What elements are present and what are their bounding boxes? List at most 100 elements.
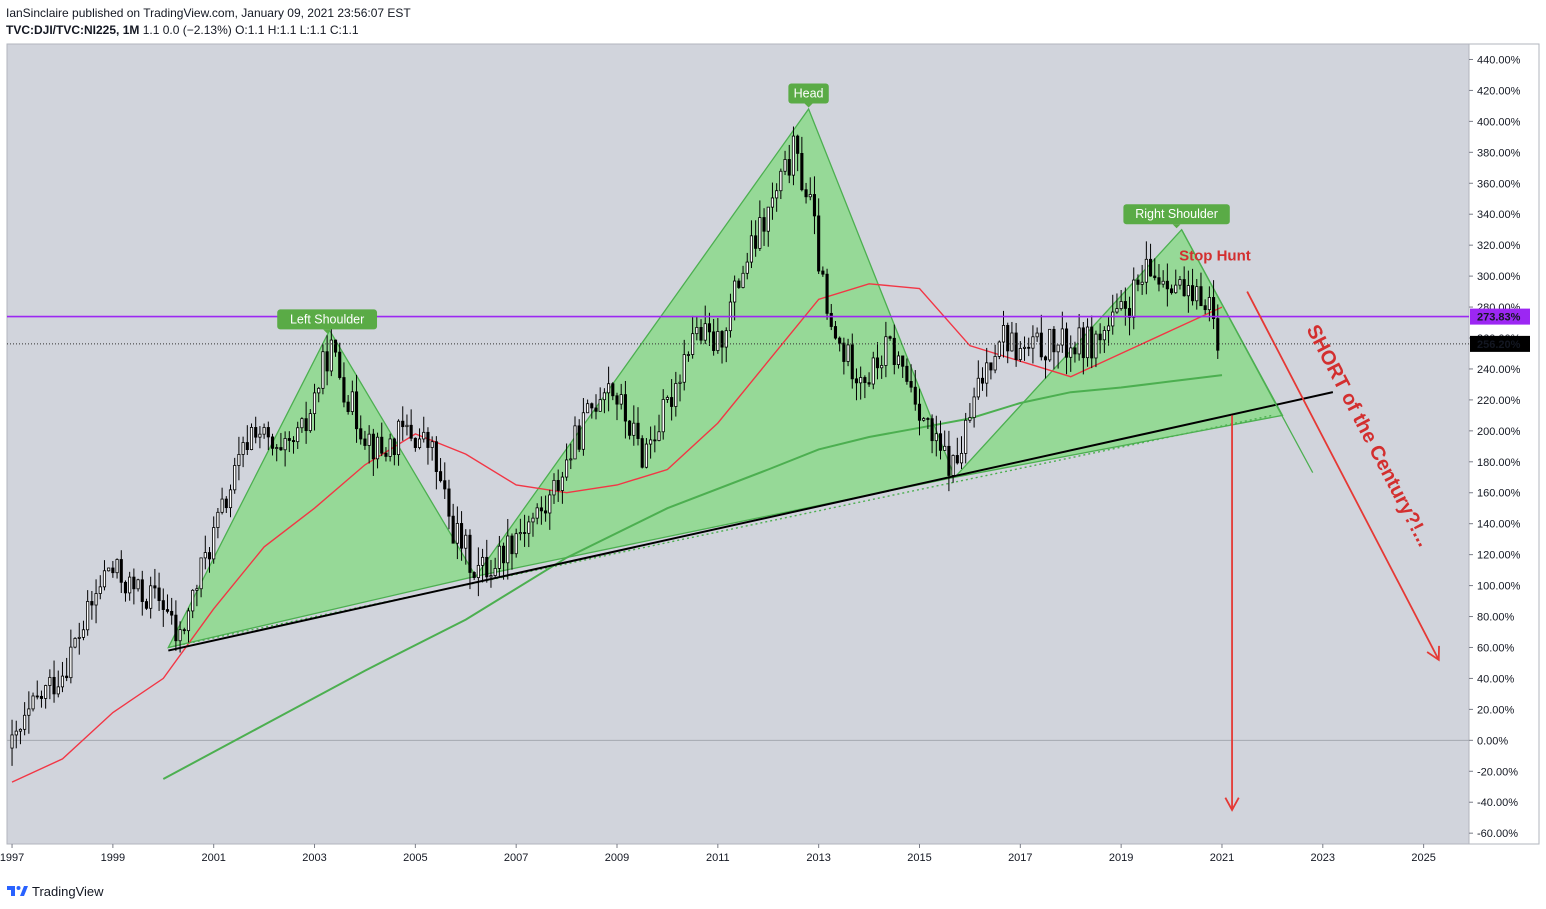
candle[interactable] bbox=[44, 684, 48, 709]
candle[interactable] bbox=[1006, 322, 1010, 364]
candle[interactable] bbox=[964, 412, 968, 464]
candle[interactable] bbox=[60, 661, 65, 693]
candle[interactable] bbox=[115, 558, 119, 579]
projection-line[interactable] bbox=[1181, 229, 1314, 473]
candle[interactable] bbox=[1123, 287, 1127, 326]
candle[interactable] bbox=[1035, 327, 1039, 342]
candle[interactable] bbox=[514, 528, 518, 558]
candle[interactable] bbox=[39, 690, 44, 708]
candle[interactable] bbox=[375, 432, 380, 469]
candle[interactable] bbox=[1048, 328, 1052, 362]
candle[interactable] bbox=[678, 374, 682, 402]
candle[interactable] bbox=[657, 414, 661, 442]
candle[interactable] bbox=[1199, 272, 1203, 307]
candle[interactable] bbox=[132, 568, 136, 605]
candle[interactable] bbox=[254, 416, 258, 444]
candle[interactable] bbox=[628, 420, 632, 440]
candle[interactable] bbox=[934, 415, 938, 457]
candle[interactable] bbox=[275, 444, 279, 462]
candle[interactable] bbox=[128, 571, 132, 601]
candle[interactable] bbox=[586, 399, 590, 414]
candle[interactable] bbox=[741, 265, 745, 289]
candle[interactable] bbox=[1094, 330, 1098, 368]
candle[interactable] bbox=[409, 409, 413, 442]
candle[interactable] bbox=[73, 637, 77, 649]
candle[interactable] bbox=[359, 415, 363, 445]
candle[interactable] bbox=[245, 425, 249, 456]
candle[interactable] bbox=[417, 428, 422, 450]
candle[interactable] bbox=[102, 560, 107, 591]
candle[interactable] bbox=[607, 366, 611, 412]
tradingview-brand[interactable]: TradingView bbox=[32, 883, 104, 899]
candle[interactable] bbox=[581, 398, 585, 456]
candle[interactable] bbox=[443, 462, 447, 499]
candle[interactable] bbox=[947, 430, 951, 492]
short-arrow[interactable] bbox=[1246, 291, 1440, 662]
candle[interactable] bbox=[199, 557, 203, 598]
candle[interactable] bbox=[817, 198, 821, 275]
candle[interactable] bbox=[111, 561, 115, 578]
candle[interactable] bbox=[686, 351, 690, 362]
candle[interactable] bbox=[48, 669, 52, 700]
candle[interactable] bbox=[81, 620, 86, 641]
candle[interactable] bbox=[745, 252, 749, 280]
candle[interactable] bbox=[1148, 243, 1153, 277]
candle[interactable] bbox=[363, 430, 367, 450]
candle[interactable] bbox=[552, 473, 556, 504]
candle[interactable] bbox=[527, 515, 531, 548]
candle[interactable] bbox=[165, 594, 170, 614]
candle[interactable] bbox=[531, 512, 535, 537]
candle[interactable] bbox=[195, 584, 199, 607]
candle[interactable] bbox=[27, 691, 31, 734]
candle[interactable] bbox=[321, 344, 325, 395]
candle[interactable] bbox=[787, 144, 791, 184]
candle[interactable] bbox=[997, 340, 1001, 360]
candle[interactable] bbox=[695, 316, 699, 341]
candle[interactable] bbox=[237, 436, 241, 481]
candle[interactable] bbox=[1111, 294, 1115, 335]
candle[interactable] bbox=[434, 436, 438, 490]
candle[interactable] bbox=[107, 567, 111, 572]
candle[interactable] bbox=[867, 372, 871, 387]
candle[interactable] bbox=[1018, 341, 1022, 362]
candle[interactable] bbox=[812, 176, 817, 235]
candle[interactable] bbox=[1178, 276, 1182, 290]
candle[interactable] bbox=[304, 401, 308, 444]
candle[interactable] bbox=[632, 405, 636, 446]
candle[interactable] bbox=[619, 383, 623, 410]
pattern-triangle[interactable] bbox=[474, 107, 956, 578]
candle[interactable] bbox=[518, 518, 522, 541]
candle[interactable] bbox=[1014, 323, 1018, 367]
candle[interactable] bbox=[926, 417, 930, 429]
candle[interactable] bbox=[993, 344, 997, 374]
candle[interactable] bbox=[388, 433, 392, 462]
candle[interactable] bbox=[892, 324, 896, 375]
candle[interactable] bbox=[10, 719, 14, 766]
candle[interactable] bbox=[493, 557, 497, 579]
candle[interactable] bbox=[720, 330, 724, 364]
candle[interactable] bbox=[502, 542, 506, 580]
candle[interactable] bbox=[623, 380, 627, 439]
candle[interactable] bbox=[481, 548, 485, 583]
candle[interactable] bbox=[1043, 355, 1048, 379]
candle[interactable] bbox=[296, 421, 300, 449]
candle[interactable] bbox=[396, 419, 401, 466]
candle[interactable] bbox=[955, 437, 959, 465]
candle[interactable] bbox=[1157, 264, 1161, 292]
candle[interactable] bbox=[262, 423, 266, 439]
candle[interactable] bbox=[422, 416, 426, 443]
candle[interactable] bbox=[1098, 323, 1102, 354]
candle[interactable] bbox=[123, 580, 128, 602]
candle[interactable] bbox=[149, 576, 153, 619]
candle[interactable] bbox=[94, 579, 98, 624]
candle[interactable] bbox=[905, 358, 909, 385]
candle[interactable] bbox=[279, 432, 283, 451]
candle[interactable] bbox=[1077, 314, 1081, 361]
candle[interactable] bbox=[119, 550, 123, 593]
candle[interactable] bbox=[1161, 270, 1165, 288]
candle[interactable] bbox=[140, 570, 144, 616]
candle[interactable] bbox=[1064, 322, 1069, 375]
candle[interactable] bbox=[560, 471, 564, 504]
candle[interactable] bbox=[594, 394, 598, 420]
candle[interactable] bbox=[922, 416, 926, 422]
